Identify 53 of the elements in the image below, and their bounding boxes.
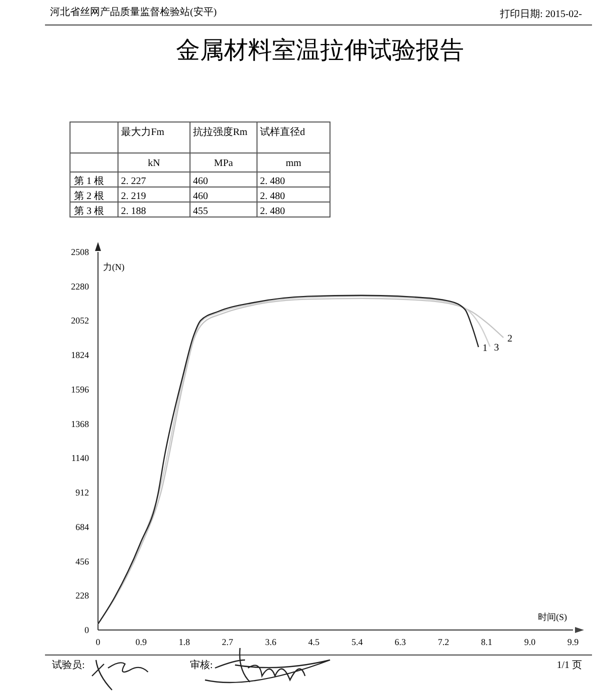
text: 金属材料室温拉伸试验报告 (176, 37, 464, 64)
y-tick-label: 1368 (71, 418, 90, 429)
text: 第 1 根 (74, 176, 104, 187)
text: 第 3 根 (74, 206, 104, 217)
x-tick-label: 8.1 (481, 637, 492, 647)
text: 2. 480 (260, 206, 285, 217)
text: 审核: (190, 659, 213, 671)
text: 1/1 页 (556, 660, 582, 671)
y-tick-label: 456 (76, 556, 90, 566)
text: 抗拉强度Rm (193, 127, 248, 138)
x-axis-title: 时间(S) (538, 612, 567, 622)
y-tick-label: 684 (76, 522, 90, 532)
y-tick-label: 2508 (71, 247, 90, 257)
text: 2. 480 (260, 176, 285, 187)
text: 455 (193, 206, 208, 217)
text: 试样直径d (260, 127, 305, 138)
text: 460 (193, 176, 208, 187)
text: 2. 188 (121, 206, 146, 217)
y-tick-label: 1140 (71, 453, 90, 464)
text: 河北省丝网产品质量监督检验站(安平) (50, 6, 217, 18)
y-tick-label: 912 (76, 488, 89, 498)
x-tick-label: 2.7 (222, 637, 234, 647)
text: 最大力Fm (121, 127, 164, 138)
x-tick-label: 0.9 (136, 637, 148, 647)
y-tick-label: 2052 (71, 316, 89, 326)
series-label: 3 (494, 342, 499, 354)
text: 460 (193, 191, 208, 202)
series-label: 2 (507, 334, 512, 345)
y-tick-label: 228 (76, 590, 90, 601)
text: 2. 227 (121, 176, 146, 187)
text: 打印日期: 2015-02- (499, 8, 582, 20)
y-tick-label: 1596 (71, 384, 90, 394)
x-tick-label: 7.2 (438, 637, 450, 647)
x-tick-label: 4.5 (308, 637, 320, 647)
text: 2. 480 (260, 191, 285, 202)
x-tick-label: 9.0 (524, 637, 536, 647)
text: mm (286, 158, 302, 169)
y-tick-label: 2280 (71, 281, 90, 292)
x-tick-label: 0 (96, 637, 101, 647)
y-axis-title: 力(N) (103, 262, 124, 272)
x-tick-label: 9.9 (567, 637, 580, 647)
x-tick-label: 6.3 (394, 637, 406, 647)
y-tick-label: 0 (84, 625, 90, 635)
text: kN (148, 158, 160, 169)
x-tick-label: 5.4 (351, 637, 364, 647)
text: 第 2 根 (74, 191, 104, 202)
y-tick-label: 1824 (71, 350, 90, 360)
text: 试验员: (52, 659, 85, 671)
x-tick-label: 1.8 (178, 637, 190, 647)
text: MPa (214, 158, 233, 169)
x-tick-label: 3.6 (265, 637, 277, 647)
series-label: 1 (482, 343, 488, 354)
text: 2. 219 (121, 191, 146, 202)
